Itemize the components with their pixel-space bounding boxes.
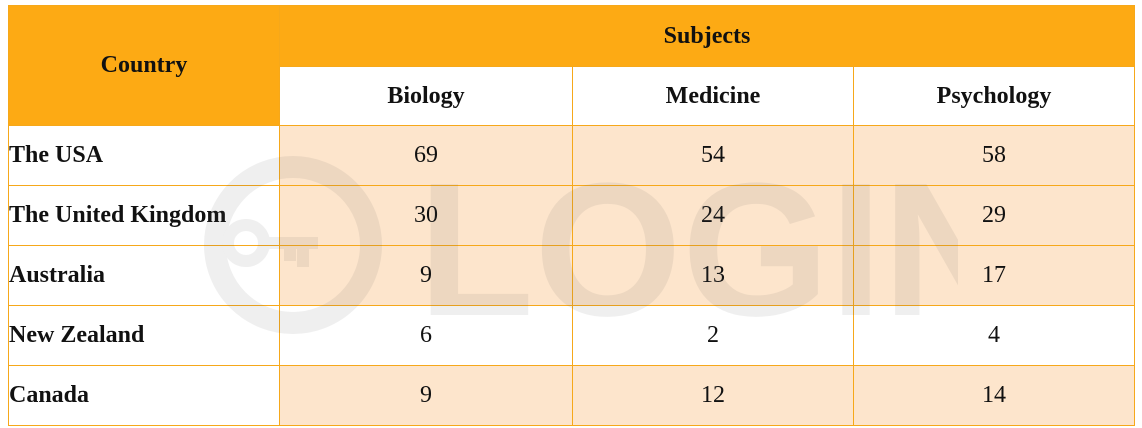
table-cell: 54 bbox=[572, 125, 854, 186]
table-cell: 24 bbox=[572, 185, 854, 246]
table-cell: 29 bbox=[852, 185, 1136, 246]
header-row-top: Country Subjects bbox=[8, 5, 1136, 126]
table-cell: 4 bbox=[852, 305, 1136, 366]
table-cell: 69 bbox=[279, 125, 573, 186]
table-cell: 9 bbox=[279, 245, 573, 306]
table-cell: 13 bbox=[572, 245, 854, 306]
table-cell: 30 bbox=[279, 185, 573, 246]
row-label: Australia bbox=[8, 245, 280, 306]
table-cell: 17 bbox=[852, 245, 1136, 306]
table-row: The United Kingdom 30 24 29 bbox=[8, 185, 1136, 246]
table-cell: 14 bbox=[852, 365, 1136, 426]
row-label: New Zealand bbox=[8, 305, 280, 366]
header-row-subjects: Biology Medicine Psychology bbox=[9, 66, 1136, 126]
table-wrapper: Country Subjects Biology Medicine Psycho… bbox=[8, 5, 1136, 426]
row-label: The United Kingdom bbox=[8, 185, 280, 246]
country-header: Country bbox=[8, 5, 280, 126]
row-label: Canada bbox=[8, 365, 280, 426]
table-cell: 2 bbox=[572, 305, 854, 366]
table-cell: 9 bbox=[279, 365, 573, 426]
subjects-header: Subjects bbox=[278, 5, 1136, 67]
table-row: Australia 9 13 17 bbox=[8, 245, 1136, 306]
column-header-biology: Biology bbox=[279, 66, 573, 126]
table-row: New Zealand 6 2 4 bbox=[8, 305, 1136, 366]
table-row: The USA 69 54 58 bbox=[8, 125, 1136, 186]
table-cell: 6 bbox=[279, 305, 573, 366]
table-cell: 58 bbox=[852, 125, 1136, 186]
data-table: Country Subjects Biology Medicine Psycho… bbox=[8, 5, 1136, 426]
column-header-medicine: Medicine bbox=[572, 66, 854, 126]
table-row: Canada 9 12 14 bbox=[8, 365, 1136, 426]
row-label: The USA bbox=[8, 125, 280, 186]
column-header-psychology: Psychology bbox=[852, 66, 1136, 126]
table-cell: 12 bbox=[572, 365, 854, 426]
